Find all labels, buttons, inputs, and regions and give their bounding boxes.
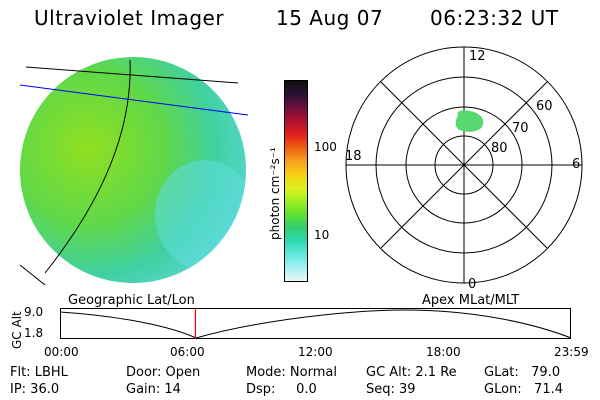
polar-label-60: 60 [536,99,553,114]
colorbar-tick-100: 100 [314,140,337,154]
polar-label-18: 18 [345,149,362,164]
colorbar-tick-10: 10 [314,228,330,242]
info-gc-alt: GC Alt: 2.1 Re [366,365,457,380]
info-seq: Seq: 39 [366,382,416,397]
apex-label: Apex MLat/MLT [422,293,520,308]
orbit-x-tick-4: 23:59 [554,345,589,359]
orbit-x-tick-1: 06:00 [170,345,205,359]
info-glon: GLon: 71.4 [484,382,564,397]
geographic-label: Geographic Lat/Lon [68,293,195,308]
date-label: 15 Aug 07 [276,6,384,30]
info-mode: Mode: Normal [246,365,337,380]
instrument-title: Ultraviolet Imager [34,6,225,30]
time-label: 06:23:32 UT [430,6,559,30]
info-dsp: Dsp: 0.0 [246,382,317,397]
aurora-blob [455,110,484,132]
polar-label-0: 0 [468,277,476,292]
edge-line [19,264,46,286]
polar-plot: 12 0 18 6 60 70 80 [345,46,583,292]
info-door: Door: Open [126,365,201,380]
orbit-x-tick-0: 00:00 [44,345,79,359]
info-ip: IP: 36.0 [10,382,60,397]
info-filter: Flt: LBHL [10,365,68,380]
lat-line-blue [19,84,249,116]
polar-label-6: 6 [572,157,580,172]
lat-line [25,66,239,84]
orbit-plot [60,308,572,339]
orbit-axis-title: GC Alt [10,311,24,349]
polar-label-70: 70 [512,121,529,136]
orbit-x-tick-2: 12:00 [298,345,333,359]
meridian-line [44,59,131,274]
info-glat: GLat: 79.0 [484,365,561,380]
altitude-curve [60,309,572,339]
polar-label-80: 80 [491,141,508,156]
colorbar [284,80,308,282]
colorbar-unit-label: photon cm⁻²s⁻¹ [268,147,282,240]
orbit-x-tick-3: 18:00 [426,345,461,359]
info-gain: Gain: 14 [126,382,181,397]
geographic-image [19,57,249,286]
orbit-y-min: 1.8 [24,326,44,340]
polar-label-12: 12 [469,49,486,64]
orbit-y-max: 9.0 [24,305,44,319]
